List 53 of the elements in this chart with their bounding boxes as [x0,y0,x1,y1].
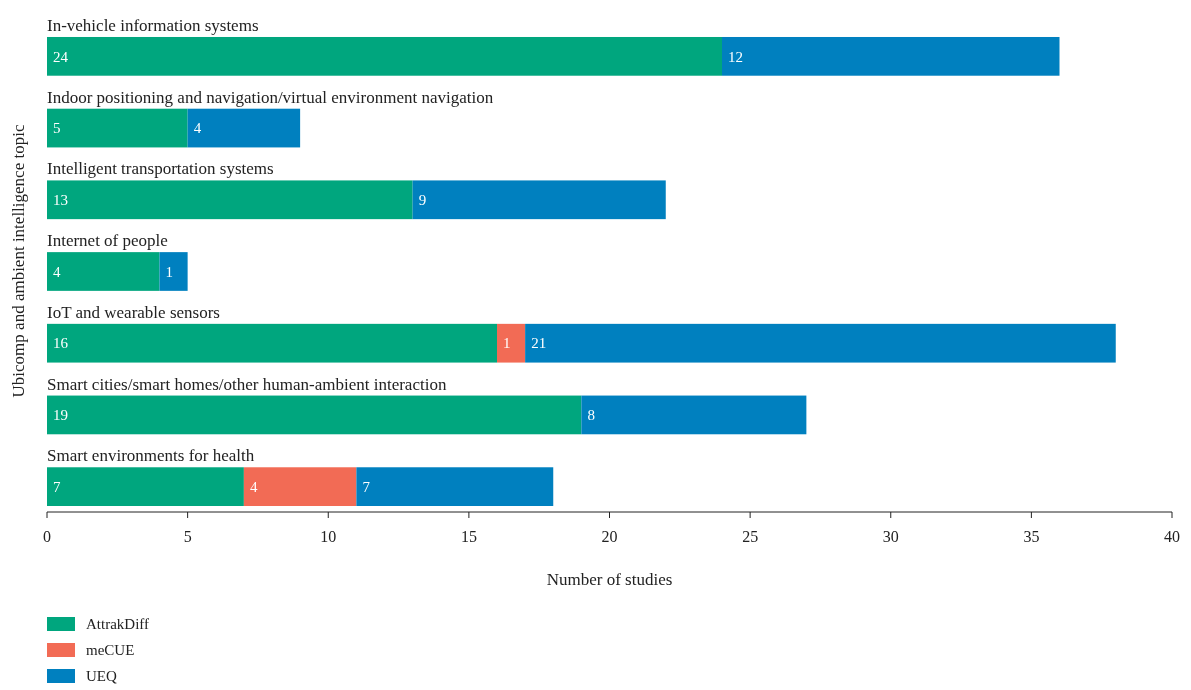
data-label: 7 [53,478,61,495]
bar [722,36,1060,76]
y-tick-label: Internet of people [47,231,168,251]
x-tick-label: 30 [882,528,899,545]
data-label: 19 [53,407,68,424]
bar [47,36,722,76]
data-label: 4 [249,478,258,495]
y-tick-label: Smart cities/smart homes/other human-ambient interaction [47,374,447,394]
bar [412,180,666,220]
bar [47,323,497,363]
x-axis-title: Number of studies [546,570,673,589]
y-tick-label: Intelligent transportation systems [47,159,274,179]
bar [525,323,1116,363]
x-tick-label: 0 [43,528,51,545]
legend-label: meCUE [86,642,135,659]
bar [581,395,807,435]
bar [47,252,160,291]
data-label: 5 [53,120,61,137]
y-tick-label: Smart environments for health [47,446,255,466]
x-tick-label: 5 [183,528,192,545]
y-axis-title: Ubicomp and ambient intelligence topic [9,124,28,398]
data-label: 21 [531,335,547,352]
x-tick-label: 20 [601,528,618,545]
bar [497,323,526,363]
x-tick-label: 35 [1023,528,1040,545]
x-tick-label: 10 [320,528,337,545]
data-label: 8 [587,407,595,424]
data-label: 9 [418,192,427,209]
legend-label: AttrakDiff [86,616,150,633]
x-tick-label: 25 [742,528,759,545]
bar [47,180,413,220]
data-label: 13 [53,192,68,209]
bar [47,108,188,148]
y-tick-label: IoT and wearable sensors [47,302,220,322]
data-label: 4 [53,263,61,280]
data-label: 4 [193,120,202,137]
x-tick-label: 15 [460,528,477,545]
bar [47,395,582,435]
data-label: 12 [728,48,743,65]
data-label: 7 [362,478,371,495]
bar [187,108,301,148]
data-label: 16 [53,335,69,352]
data-label: 1 [503,335,511,352]
data-label: 1 [165,263,173,280]
x-tick-label: 40 [1164,528,1180,545]
bar [159,252,188,291]
bar [356,467,554,506]
legend-label: UEQ [86,668,117,685]
y-tick-label: Indoor positioning and navigation/virtual environment navigation [47,87,494,107]
bar [243,467,357,506]
data-label: 24 [53,48,69,65]
bar [47,467,244,506]
y-tick-label: In-vehicle information systems [47,15,259,35]
